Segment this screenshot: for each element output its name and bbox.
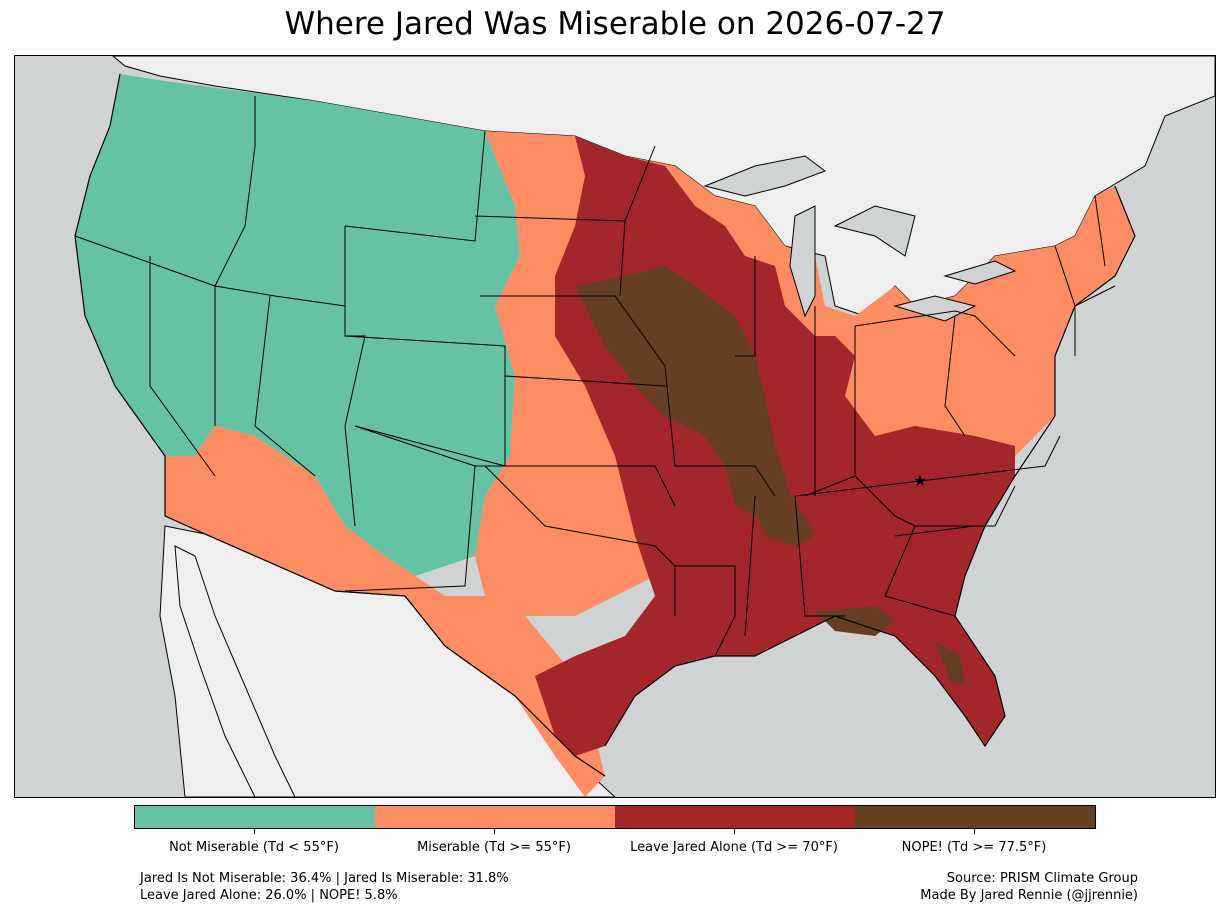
source-credit: Source: PRISM Climate Group — [946, 871, 1138, 886]
state-boundaries — [74, 96, 1116, 657]
stats-line-2: Leave Jared Alone: 26.0% | NOPE! 5.8% — [140, 888, 398, 903]
region-nope-gulf[interactable] — [815, 606, 895, 636]
star-icon: ★ — [913, 471, 927, 490]
baja-peninsula — [174, 545, 296, 797]
legend-swatch-1 — [375, 806, 615, 828]
legend-tick — [974, 829, 975, 834]
region-not-miserable-west[interactable] — [75, 74, 520, 576]
conus-coastline — [74, 73, 1136, 777]
great-lakes — [703, 155, 1017, 322]
region-miserable-southwest[interactable] — [165, 426, 605, 797]
legend-swatch-3 — [855, 806, 1095, 828]
legend-tick — [734, 829, 735, 834]
colorbar-legend — [134, 805, 1096, 829]
map-frame[interactable]: ★ — [14, 55, 1216, 798]
stats-line-1: Jared Is Not Miserable: 36.4% | Jared Is… — [140, 871, 509, 886]
legend-tick — [494, 829, 495, 834]
region-nope-midwest[interactable] — [575, 266, 795, 526]
legend-label-nope: NOPE! (Td >= 77.5°F) — [901, 840, 1047, 855]
legend-swatch-0 — [135, 806, 375, 828]
dewpoint-map[interactable]: ★ — [15, 56, 1215, 797]
legend-tick — [254, 829, 255, 834]
legend-label-leave-alone: Leave Jared Alone (Td >= 70°F) — [630, 840, 838, 855]
legend-label-not-miserable: Not Miserable (Td < 55°F) — [169, 840, 339, 855]
legend-swatch-2 — [615, 806, 855, 828]
region-nope-florida[interactable] — [935, 641, 965, 686]
author-credit: Made By Jared Rennie (@jjrennie) — [920, 888, 1138, 903]
map-title: Where Jared Was Miserable on 2026-07-27 — [284, 6, 946, 42]
legend-label-miserable: Miserable (Td >= 55°F) — [417, 840, 571, 855]
